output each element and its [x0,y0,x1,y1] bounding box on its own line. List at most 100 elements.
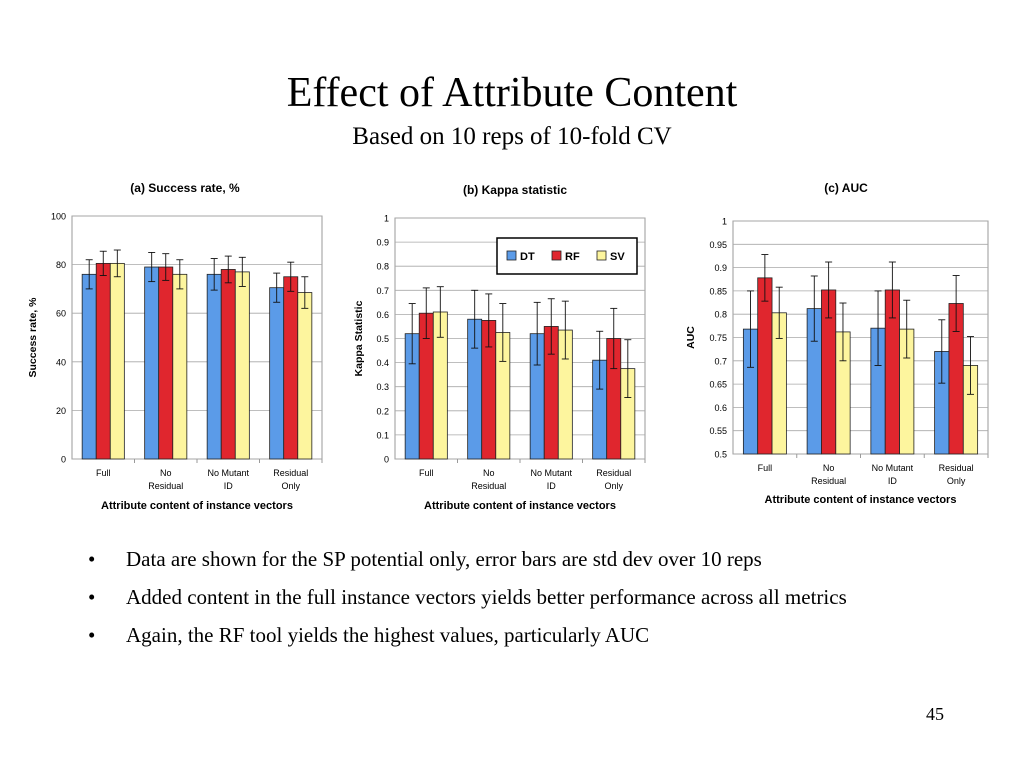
chart-2: 0 0.1 0.2 0.3 0.4 0.5 0.6 0.7 0.8 0.9 1 Full No Resid… [353,183,646,512]
error-bar-rf [287,261,295,292]
error-bar-sv [176,259,184,290]
bullet-glyph: • [88,623,96,647]
x-tick-label: Full [96,468,111,478]
y-tick-label: 0.8 [714,310,727,320]
y-tick-label: 0.8 [376,262,389,272]
x-tick-label-line: Residual [273,468,308,478]
y-tick-label: 0.6 [714,403,727,413]
legend-label-dt: DT [520,251,535,263]
error-bar-sv [839,302,847,362]
legend-swatch-sv [596,250,607,261]
error-bar-sv [301,276,309,309]
bar-rf [757,277,773,455]
bullet-list: • Data are shown for the SP potential on… [88,544,948,658]
bar-sv [109,262,125,460]
x-tick-label-line: Only [281,481,300,491]
y-tick-label: 40 [56,357,66,367]
x-tick-label: No Residual [471,468,506,491]
x-tick-label: Residual Only [939,463,974,486]
error-bar-sv [966,336,974,395]
error-bar-dt [210,258,218,291]
error-bar-rf [485,293,493,348]
x-tick-label: No Mutant ID [872,463,914,486]
y-tick-label: 0.85 [709,286,727,296]
error-bar-rf [825,261,833,319]
x-tick-label: Full [419,468,434,478]
x-tick-label: Residual Only [273,468,308,491]
x-tick-label: No Mutant ID [207,468,249,491]
bullet-text: Added content in the full instance vecto… [126,585,847,609]
x-tick-label-line: No Mutant [207,468,249,478]
error-bar-sv [903,299,911,359]
legend-label-rf: RF [565,251,580,263]
error-bar-dt [938,319,946,384]
y-tick-label: 20 [56,406,66,416]
legend-box [496,237,638,275]
chart-1: 0 20 40 60 80 100 Full No Residual No Mutant ID Res… [27,181,323,512]
y-tick-label: 1 [384,214,389,224]
y-tick-label: 0.1 [376,430,389,440]
error-bar-dt [408,303,416,365]
error-bar-rf [162,253,170,281]
chart-title: (a) Success rate, % [130,181,240,195]
bar-rf [158,266,174,460]
error-bar-sv [238,256,246,287]
error-bar-rf [224,255,232,284]
bar-sv [297,292,313,460]
x-tick-label: Residual Only [596,468,631,491]
bar-sv [172,273,188,460]
y-tick-label: 0 [61,455,66,465]
error-bar-sv [624,339,632,398]
chart-title: (c) AUC [824,181,868,195]
y-tick-label: 60 [56,309,66,319]
bar-sv [234,271,250,460]
error-bar-dt [533,301,541,366]
error-bar-rf [761,254,769,302]
error-bar-sv [561,300,569,360]
y-tick-label: 0.9 [714,263,727,273]
error-bar-dt [471,289,479,349]
y-tick-label: 0.5 [714,450,727,460]
bullet-glyph: • [88,547,96,571]
y-axis-label: Kappa Statistic [353,300,365,376]
x-tick-label-line: ID [547,481,557,491]
bullet-text: Data are shown for the SP potential only… [126,547,762,571]
x-tick-label-line: ID [224,481,234,491]
error-bar-rf [422,287,430,339]
error-bar-rf [547,298,555,355]
x-tick-label: Full [758,463,773,473]
y-tick-label: 0.2 [376,406,389,416]
legend-swatch-rf [551,250,562,261]
y-tick-label: 100 [51,212,66,222]
page-number: 45 [926,704,944,724]
y-axis-label: Success rate, % [27,297,39,378]
error-bar-rf [610,307,618,370]
error-bar-dt [747,290,755,368]
error-bar-rf [99,250,107,276]
x-tick-label-line: Residual [471,481,506,491]
x-tick-label-line: Residual [811,476,846,486]
y-tick-label: 0.6 [376,310,389,320]
bar-rf [283,276,299,460]
x-tick-label: No Residual [811,463,846,486]
legend: DT RF SV [496,237,638,275]
error-bar-rf [888,261,896,319]
x-tick-label-line: Residual [596,468,631,478]
y-tick-label: 0.5 [376,334,389,344]
y-tick-label: 0.7 [714,356,727,366]
charts-svg: 0 20 40 60 80 100 Full No Residual No Mutant ID Res… [27,181,989,512]
y-tick-label: 0.9 [376,238,389,248]
error-bar-dt [85,259,93,290]
y-tick-label: 80 [56,260,66,270]
bullet-text: Again, the RF tool yields the highest va… [126,623,650,647]
y-tick-label: 0.3 [376,382,389,392]
x-tick-label-line: Full [758,463,773,473]
error-bar-sv [499,303,507,362]
error-bar-sv [113,249,121,278]
legend-swatch-dt [506,250,517,261]
bar-dt [206,273,222,460]
x-tick-label-line: Residual [939,463,974,473]
bar-rf [95,262,111,460]
y-axis-label: AUC [685,326,697,349]
x-tick-label-line: Full [96,468,111,478]
